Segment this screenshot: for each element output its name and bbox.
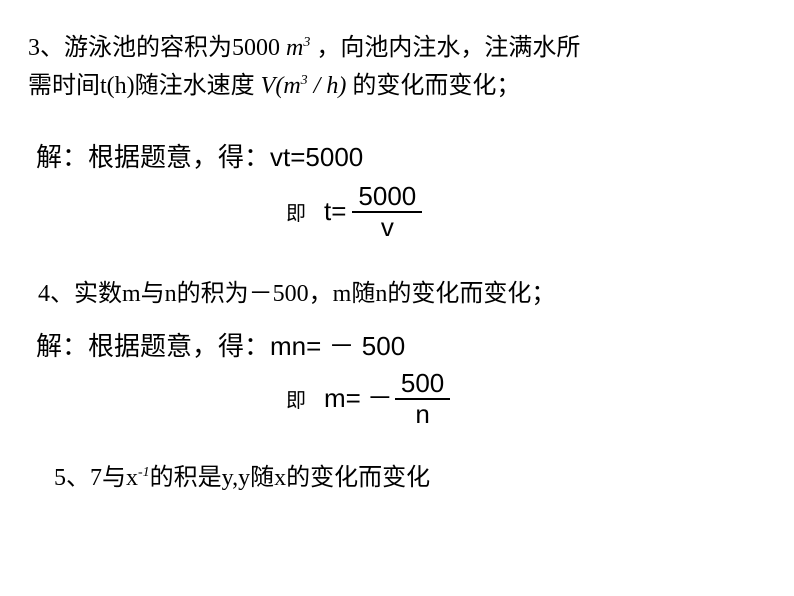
question-5: 5、7与x-1的积是y,y随x的变化而变化: [54, 457, 766, 492]
q3-h: h: [326, 73, 338, 99]
q5-text-a: 5、7与x: [54, 465, 138, 491]
sol3-label: 解：根据题意，得：: [36, 143, 270, 172]
solution-4-fraction: 即 m= － 500 n: [286, 369, 766, 428]
sol4-den: n: [409, 400, 435, 429]
sol4-eq-a: mn=: [270, 331, 329, 361]
solution-3-fraction: 即 t= 5000 v: [286, 182, 766, 241]
sol3-num: 5000: [352, 182, 422, 213]
q3-slash: /: [308, 73, 327, 99]
sol3-ji: 即: [286, 197, 306, 226]
q4-text: 4、实数m与n的积为－500，m随n的变化而变化；: [38, 281, 555, 307]
q3-text-2: ，向池内注水，注满水所: [310, 35, 580, 61]
sol3-frac: 5000 v: [352, 182, 422, 241]
q5-text-b: 的积是y,y随x的变化而变化: [150, 465, 430, 491]
sol3-lhs: t=: [324, 196, 346, 227]
q3-exp3b: 3: [301, 73, 308, 88]
question-4: 4、实数m与n的积为－500，m随n的变化而变化；: [38, 273, 766, 308]
question-3-line-1: 3、游泳池的容积为5000 m3 ，向池内注水，注满水所: [28, 32, 766, 66]
q3-m2: m: [283, 73, 300, 99]
sol4-minus: －: [329, 332, 355, 361]
sol4-eq-b: 500: [355, 331, 406, 361]
q5-exp: -1: [138, 465, 150, 480]
q3-m: m: [286, 35, 303, 61]
q3-text-1: 3、游泳池的容积为5000: [28, 35, 286, 61]
sol3-eq: vt=5000: [270, 142, 363, 172]
q3-text-4: 的变化而变化；: [346, 73, 520, 99]
q3-text-3: 需时间t(h)随注水速度: [28, 73, 261, 99]
sol4-label: 解：根据题意，得：: [36, 332, 270, 361]
sol4-frac: 500 n: [395, 369, 450, 428]
sol4-lhs: m=: [324, 383, 361, 414]
sol4-num: 500: [395, 369, 450, 400]
sol4-ji: 即: [286, 384, 306, 413]
solution-3: 解：根据题意，得：vt=5000: [36, 137, 766, 174]
solution-4: 解：根据题意，得：mn= － 500: [36, 326, 766, 363]
q3-V: V: [261, 73, 276, 99]
sol4-neg: －: [367, 378, 393, 415]
sol3-den: v: [375, 213, 400, 242]
question-3-line-2: 需时间t(h)随注水速度 V(m3 / h) 的变化而变化；: [28, 70, 766, 104]
